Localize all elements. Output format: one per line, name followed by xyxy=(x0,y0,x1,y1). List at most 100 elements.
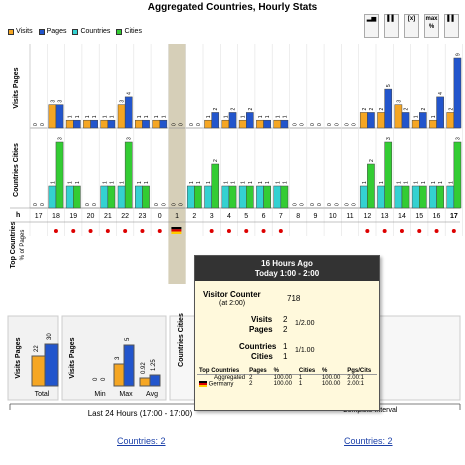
tooltip-visits-label: Visits xyxy=(251,315,273,324)
cities-value-label: 1 xyxy=(231,181,237,184)
top-country-dot xyxy=(278,229,283,233)
legend-countries: Countries xyxy=(72,28,110,35)
summary-label-vp2: Visits Pages xyxy=(69,337,76,378)
cities-value-label: 0 xyxy=(352,203,358,206)
range-view-button[interactable]: [x] xyxy=(404,14,419,38)
cities-bar xyxy=(142,185,150,209)
pct-view-button[interactable]: ▌▌ xyxy=(444,14,459,38)
cities-value-label: 1 xyxy=(144,181,150,184)
summary-total-panel: Visits Pages 22 30 Total xyxy=(7,315,59,401)
table-row: Germany 2 100.00 1 100.00 2.00:1 xyxy=(197,381,377,388)
pages-bar xyxy=(436,96,444,129)
tooltip-table-wrap: Top Countries Pages % Cities % Pgs/Cits … xyxy=(197,368,377,388)
cell-country: Germany xyxy=(197,381,247,388)
hour-label: 17 xyxy=(35,213,43,220)
avg-visits-bar xyxy=(139,377,151,387)
visits-value-label: 3 xyxy=(120,100,126,103)
tooltip-visits-value: 2 xyxy=(283,315,288,324)
tooltip-pages-value: 2 xyxy=(283,325,288,334)
cities-bar xyxy=(401,185,410,209)
th-pgs-cits: Pgs/Cits xyxy=(347,368,372,374)
pages-value-label: 1 xyxy=(75,115,81,118)
avg-pages-bar xyxy=(149,374,161,387)
pages-value-label: 1 xyxy=(161,115,167,118)
row-label-visits-pages: Visits Pages xyxy=(13,67,20,108)
summary-minmax-panel: Visits Pages 0 0 3 5 0.92 1.25 Min Max A… xyxy=(61,315,167,401)
cities-value-label: 2 xyxy=(213,159,219,162)
hour-label: 14 xyxy=(398,213,406,220)
cities-bar xyxy=(263,185,271,209)
top-country-dot xyxy=(365,229,370,233)
top-country-dot xyxy=(53,229,58,233)
countries-value-label: 0 xyxy=(344,203,350,206)
th-cities: Cities xyxy=(298,368,316,374)
cell-pages: 2 xyxy=(249,381,253,388)
min-pages-label: 0 xyxy=(101,377,107,381)
top-country-dot xyxy=(382,229,387,233)
tooltip-cities-label: Cities xyxy=(251,352,273,361)
hour-label: 19 xyxy=(69,213,77,220)
hour-label: 12 xyxy=(363,213,371,220)
countries-value-label: 1 xyxy=(275,181,281,184)
pages-value-label: 5 xyxy=(386,84,392,87)
tooltip-cities-value: 1 xyxy=(283,352,288,361)
cities-value-label: 0 xyxy=(179,203,185,206)
hour-label: 9 xyxy=(313,213,317,220)
visits-bar xyxy=(83,119,91,129)
cities-value-label: 3 xyxy=(455,137,461,140)
total-pages-label: 30 xyxy=(47,333,53,340)
cities-value-label: 0 xyxy=(92,203,98,206)
cities-value-label: 0 xyxy=(300,203,306,206)
pages-value-label: 4 xyxy=(438,92,444,95)
visits-value-label: 2 xyxy=(362,107,368,110)
countries-bar xyxy=(117,185,126,209)
pages-value-label: 0 xyxy=(40,123,46,126)
visits-value-label: 0 xyxy=(344,123,350,126)
cities-value-label: 1 xyxy=(265,181,271,184)
tooltip-pages-label: Pages xyxy=(249,325,273,334)
pages-bar xyxy=(73,119,81,129)
legend-pages: Pages xyxy=(38,28,66,35)
cities-bar xyxy=(73,185,81,209)
total-label: Total xyxy=(35,391,50,398)
visits-bar xyxy=(100,119,109,129)
tooltip-table: Top Countries Pages % Cities % Pgs/Cits … xyxy=(197,368,377,388)
countries-bar xyxy=(377,185,385,209)
countries-bar xyxy=(65,185,74,209)
last24-label: Last 24 Hours (17:00 - 17:00) xyxy=(88,409,193,418)
visits-bar xyxy=(48,104,57,129)
total-visits-bar xyxy=(31,355,46,387)
pages-value-label: 1 xyxy=(92,115,98,118)
countries-link-right[interactable]: Countries: 2 xyxy=(344,436,393,446)
stacked-view-button[interactable]: ▌▌ xyxy=(384,14,399,38)
countries-link-left[interactable]: Countries: 2 xyxy=(117,436,166,446)
hour-label: 1 xyxy=(175,213,179,220)
countries-bar xyxy=(186,185,195,209)
bar-view-button[interactable]: ▂▅ xyxy=(364,14,379,38)
max-pct-button[interactable]: max% xyxy=(424,14,439,38)
tooltip-title: 16 Hours Ago xyxy=(261,259,313,268)
pages-bar xyxy=(124,96,133,129)
tooltip-counter-value: 718 xyxy=(287,294,301,303)
cities-value-label: 0 xyxy=(161,203,167,206)
pages-value-label: 1 xyxy=(282,115,288,118)
visits-bar xyxy=(394,104,403,129)
visits-bar xyxy=(135,119,143,129)
row-label-top-countries: Top Countries xyxy=(10,221,17,268)
pages-bar xyxy=(384,88,393,129)
pages-value-label: 0 xyxy=(300,123,306,126)
visits-value-label: 3 xyxy=(396,100,402,103)
hour-label: 4 xyxy=(227,213,231,220)
cell-ratio: 2.00:1 xyxy=(347,381,364,388)
pages-bar xyxy=(367,112,375,129)
top-country-dot xyxy=(434,229,439,233)
visits-value-label: 1 xyxy=(137,115,143,118)
cities-value-label: 1 xyxy=(196,181,202,184)
cities-bar xyxy=(436,185,444,209)
top-country-dot xyxy=(261,229,266,233)
hour-label: 17 xyxy=(450,213,458,220)
countries-bar xyxy=(429,185,437,209)
top-country-dot xyxy=(140,229,145,233)
countries-value-label: 0 xyxy=(310,203,316,206)
hour-label: 23 xyxy=(139,213,147,220)
